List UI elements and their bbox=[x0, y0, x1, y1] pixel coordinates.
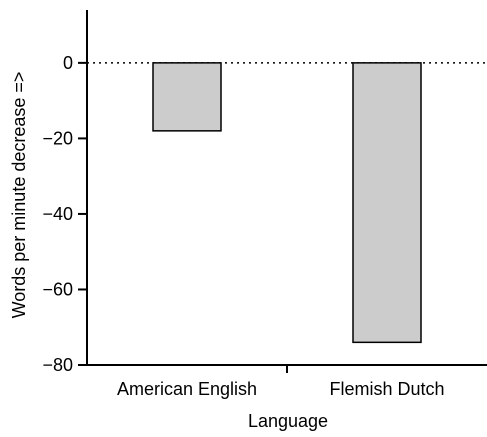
x-tick-label: Flemish Dutch bbox=[329, 379, 444, 399]
x-axis-title: Language bbox=[248, 411, 328, 431]
y-tick-label: −80 bbox=[42, 355, 73, 375]
y-tick-label: −20 bbox=[42, 128, 73, 148]
y-tick-label: −60 bbox=[42, 279, 73, 299]
y-tick-label: 0 bbox=[63, 53, 73, 73]
x-tick-label: American English bbox=[117, 379, 257, 399]
bar bbox=[352, 62, 422, 344]
y-tick-label: −40 bbox=[42, 204, 73, 224]
y-axis-title: Words per minute decrease => bbox=[9, 72, 29, 319]
bar bbox=[152, 62, 222, 132]
plot-area: 0 −20 −40 −60 −80 American English Flemish Dut… bbox=[42, 10, 487, 399]
